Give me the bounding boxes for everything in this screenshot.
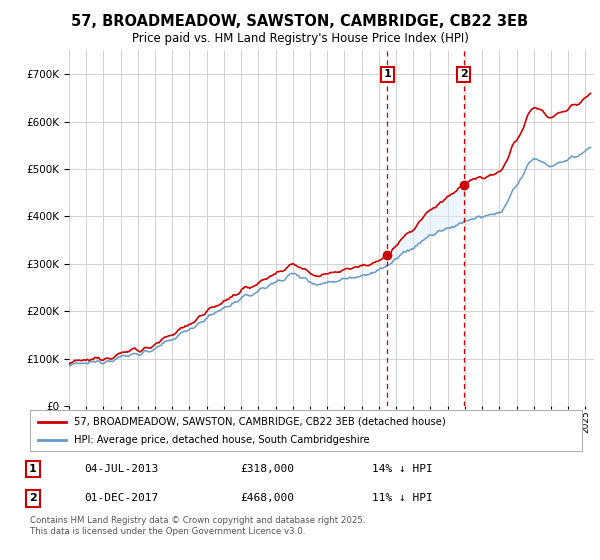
Text: £468,000: £468,000: [240, 493, 294, 503]
Text: 01-DEC-2017: 01-DEC-2017: [84, 493, 158, 503]
Text: 1: 1: [29, 464, 37, 474]
Text: 57, BROADMEADOW, SAWSTON, CAMBRIDGE, CB22 3EB: 57, BROADMEADOW, SAWSTON, CAMBRIDGE, CB2…: [71, 14, 529, 29]
Text: HPI: Average price, detached house, South Cambridgeshire: HPI: Average price, detached house, Sout…: [74, 435, 370, 445]
Text: 2: 2: [460, 69, 467, 79]
Text: £318,000: £318,000: [240, 464, 294, 474]
Text: 2: 2: [29, 493, 37, 503]
Text: Price paid vs. HM Land Registry's House Price Index (HPI): Price paid vs. HM Land Registry's House …: [131, 32, 469, 45]
Text: 1: 1: [383, 69, 391, 79]
Text: 14% ↓ HPI: 14% ↓ HPI: [372, 464, 433, 474]
Text: 57, BROADMEADOW, SAWSTON, CAMBRIDGE, CB22 3EB (detached house): 57, BROADMEADOW, SAWSTON, CAMBRIDGE, CB2…: [74, 417, 446, 427]
Text: 11% ↓ HPI: 11% ↓ HPI: [372, 493, 433, 503]
Text: Contains HM Land Registry data © Crown copyright and database right 2025.
This d: Contains HM Land Registry data © Crown c…: [30, 516, 365, 536]
Text: 04-JUL-2013: 04-JUL-2013: [84, 464, 158, 474]
